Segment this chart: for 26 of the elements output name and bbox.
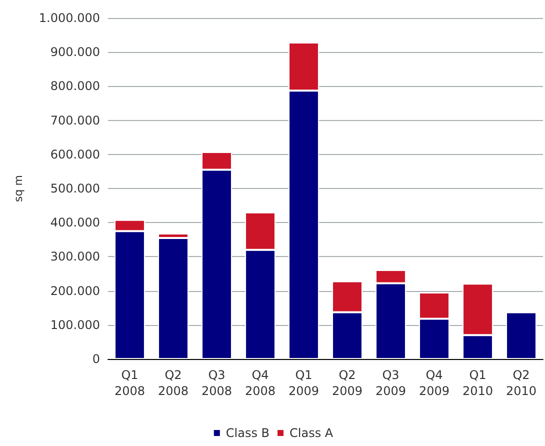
bar: [158, 238, 188, 359]
x-tick-label: Q4 2008: [244, 368, 276, 398]
y-tick-label: 300.000: [50, 250, 100, 264]
y-tick-label: 800.000: [50, 79, 100, 94]
y-tick-label: 700.000: [50, 113, 100, 128]
x-tick-label: Q4 2009: [418, 368, 450, 398]
x-tick-label: Q2 2009: [332, 368, 363, 398]
y-tick-label: 900.000: [50, 45, 100, 60]
legend-label: Class A: [290, 426, 334, 440]
x-tick-label: Q3 2008: [201, 368, 232, 398]
y-tick-label: 1.000.000: [38, 11, 100, 25]
x-tick-label: Q1 2009: [288, 368, 320, 398]
bar: [506, 312, 536, 359]
x-tick-label: Q1 2008: [114, 368, 146, 398]
y-tick-label: 0: [92, 352, 100, 366]
legend-label: Class B: [226, 426, 270, 440]
y-tick-label: 200.000: [50, 284, 100, 298]
x-tick-label: Q3 2009: [375, 368, 406, 398]
y-tick-label: 500.000: [50, 182, 100, 196]
y-tick-label: 600.000: [50, 147, 100, 162]
y-tick-label: 100.000: [50, 318, 100, 332]
x-tick-label: Q1 2010: [462, 368, 494, 398]
y-tick-label: 400.000: [50, 216, 100, 230]
x-tick-label: Q2 2008: [158, 368, 189, 398]
x-tick-label: Q2 2010: [506, 368, 537, 398]
y-axis-title: sq m: [12, 175, 25, 202]
